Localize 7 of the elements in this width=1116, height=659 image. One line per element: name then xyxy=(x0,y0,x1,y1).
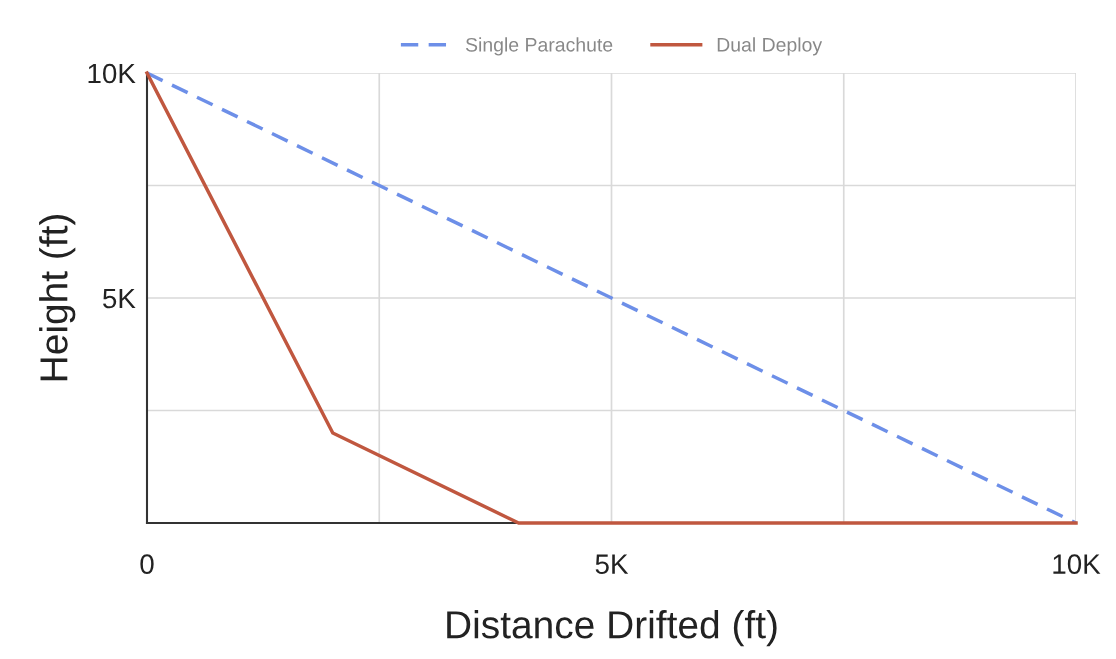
y-axis-title: Height (ft) xyxy=(39,215,76,381)
x-tick-label: 0 xyxy=(140,554,154,574)
x-tick-label: 5K xyxy=(595,554,629,574)
legend-label: Single Parachute xyxy=(465,37,613,56)
x-tick-label: 10K xyxy=(1053,554,1101,574)
x-axis-title: Distance Drifted (ft) xyxy=(447,610,777,647)
legend-label: Dual Deploy xyxy=(717,37,823,56)
